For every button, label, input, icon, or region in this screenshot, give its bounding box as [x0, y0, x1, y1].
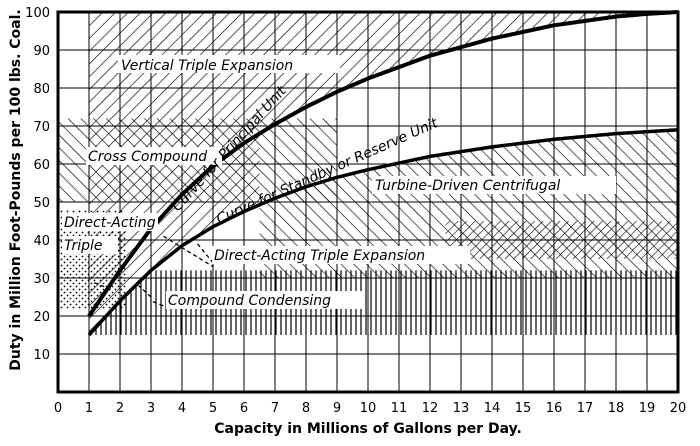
- x-tick-label: 0: [54, 401, 62, 416]
- x-tick-label: 5: [209, 401, 217, 416]
- y-tick-label: 100: [25, 6, 50, 21]
- label-cross-compound: Cross Compound: [88, 149, 207, 165]
- y-tick-label: 40: [33, 234, 50, 249]
- y-tick-label: 30: [33, 272, 50, 287]
- y-tick-label: 90: [33, 44, 50, 59]
- x-axis-label: Capacity in Millions of Gallons per Day.: [214, 421, 522, 437]
- x-tick-label: 3: [147, 401, 155, 416]
- x-tick-label: 20: [670, 401, 687, 416]
- region-direct-acting-triple-expansion-fill: [89, 133, 260, 335]
- x-tick-label: 11: [391, 401, 408, 416]
- label-vertical-triple-expansion: Vertical Triple Expansion: [121, 58, 293, 74]
- x-tick-label: 12: [422, 401, 439, 416]
- x-tick-label: 15: [515, 401, 532, 416]
- region-labels: Vertical Triple Expansion Cross Compound…: [62, 55, 616, 309]
- x-tick-label: 14: [484, 401, 501, 416]
- label-compound-condensing: Compound Condensing: [168, 293, 331, 309]
- annotation-arrows: [91, 235, 214, 310]
- annotation-arrow: [196, 243, 214, 264]
- label-direct-acting-line2: Triple: [64, 238, 103, 254]
- y-tick-label: 50: [33, 196, 50, 211]
- plot-frame: [56, 10, 680, 394]
- label-direct-acting-triple-expansion: Direct-Acting Triple Expansion: [214, 248, 425, 264]
- y-tick-label: 60: [33, 158, 50, 173]
- curve-standby-reserve-unit: [87, 128, 679, 337]
- annotation-arrow: [91, 281, 111, 291]
- x-tick-label: 9: [333, 401, 341, 416]
- x-tick-label: 6: [240, 401, 248, 416]
- annotation-arrow: [163, 235, 214, 268]
- x-tick-label: 18: [608, 401, 625, 416]
- y-tick-label: 20: [33, 310, 50, 325]
- x-tick-label: 4: [178, 401, 186, 416]
- y-tick-label: 10: [33, 348, 50, 363]
- x-tick-label: 10: [360, 401, 377, 416]
- annotation-arrow: [138, 285, 152, 298]
- y-tick-label: 70: [33, 120, 50, 135]
- label-turbine-driven-centrifugal: Turbine-Driven Centrifugal: [375, 178, 560, 194]
- x-tick-label: 19: [639, 401, 656, 416]
- y-axis-ticks: 10 20 30 40 50 60 70 80 90 100: [25, 6, 50, 363]
- x-tick-label: 2: [116, 401, 124, 416]
- x-axis-ticks: 0 1 2 3 4 5 6 7 8 9 10 11 12 13 14 15 16 17 18 19 20: [54, 401, 686, 416]
- label-direct-acting-line1: Direct-Acting: [64, 215, 156, 231]
- x-tick-label: 8: [302, 401, 310, 416]
- y-axis-label: Duty in Million Foot-Pounds per 100 lbs.…: [8, 9, 24, 370]
- region-compound-condensing-fill: [89, 270, 678, 335]
- x-tick-label: 16: [546, 401, 563, 416]
- x-tick-label: 1: [85, 401, 93, 416]
- x-tick-label: 17: [577, 401, 594, 416]
- y-tick-label: 80: [33, 82, 50, 97]
- x-tick-label: 13: [453, 401, 470, 416]
- curve-principal-unit: [87, 10, 679, 318]
- x-tick-label: 7: [271, 401, 279, 416]
